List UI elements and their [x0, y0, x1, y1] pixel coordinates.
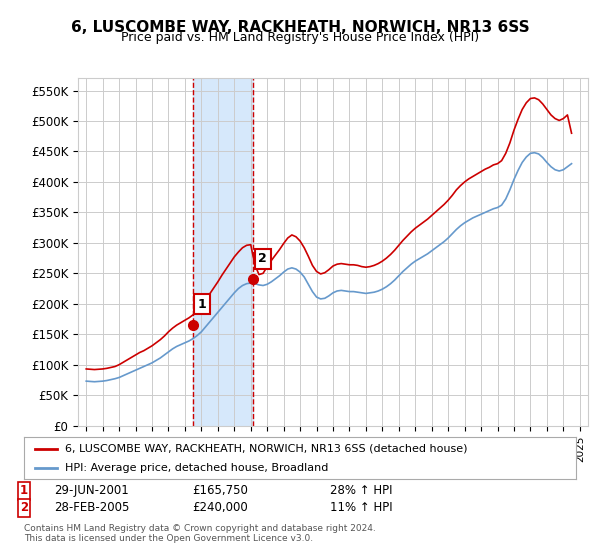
- Text: HPI: Average price, detached house, Broadland: HPI: Average price, detached house, Broa…: [65, 463, 329, 473]
- Text: 28-FEB-2005: 28-FEB-2005: [54, 501, 130, 514]
- Text: 1: 1: [20, 484, 28, 497]
- Text: £165,750: £165,750: [192, 484, 248, 497]
- Text: 11% ↑ HPI: 11% ↑ HPI: [330, 501, 392, 514]
- Text: Contains HM Land Registry data © Crown copyright and database right 2024.
This d: Contains HM Land Registry data © Crown c…: [24, 524, 376, 543]
- Text: 29-JUN-2001: 29-JUN-2001: [54, 484, 129, 497]
- Text: 6, LUSCOMBE WAY, RACKHEATH, NORWICH, NR13 6SS (detached house): 6, LUSCOMBE WAY, RACKHEATH, NORWICH, NR1…: [65, 444, 468, 454]
- Text: £240,000: £240,000: [192, 501, 248, 514]
- Text: 28% ↑ HPI: 28% ↑ HPI: [330, 484, 392, 497]
- Text: 6, LUSCOMBE WAY, RACKHEATH, NORWICH, NR13 6SS: 6, LUSCOMBE WAY, RACKHEATH, NORWICH, NR1…: [71, 20, 529, 35]
- Text: 1: 1: [198, 297, 206, 311]
- Text: 2: 2: [259, 253, 267, 265]
- Text: 2: 2: [20, 501, 28, 514]
- Text: Price paid vs. HM Land Registry's House Price Index (HPI): Price paid vs. HM Land Registry's House …: [121, 31, 479, 44]
- Bar: [193, 78, 253, 426]
